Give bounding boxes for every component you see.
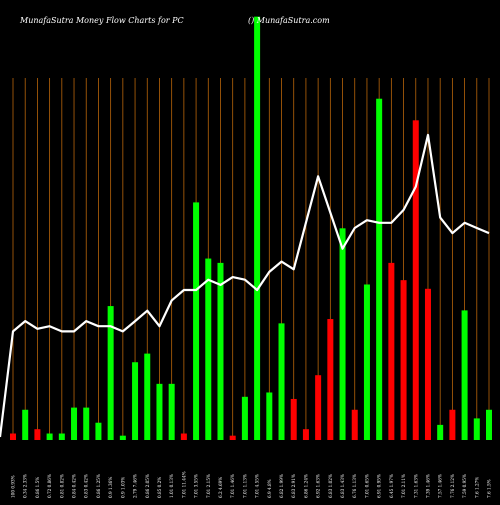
money-flow-bar xyxy=(461,310,468,440)
price-line-layer xyxy=(0,133,490,438)
money-flow-bar xyxy=(315,375,322,440)
x-tick-label: 7.01 4.55% xyxy=(255,474,260,498)
price-line xyxy=(0,133,490,438)
money-flow-bar xyxy=(34,429,41,440)
money-flow-bar xyxy=(302,429,309,440)
x-tick-label: 1.01 0.13% xyxy=(169,474,174,498)
x-tick-label: 6.83 1.02% xyxy=(328,474,333,498)
money-flow-bar xyxy=(144,353,151,440)
money-flow-bar xyxy=(339,228,346,440)
money-flow-bar xyxy=(290,398,297,440)
money-flow-bar xyxy=(168,383,175,440)
x-tick-label: 0.9 1.36% xyxy=(108,477,113,498)
money-flow-bar xyxy=(400,280,407,440)
money-flow-bar xyxy=(119,435,126,440)
money-flow-bar xyxy=(266,392,273,440)
money-flow-bar xyxy=(22,409,29,440)
x-tick-label: 0.86 1.5% xyxy=(35,477,40,498)
money-flow-bar xyxy=(449,409,456,440)
money-flow-bar xyxy=(376,98,383,440)
money-flow-bar xyxy=(193,202,200,440)
x-tick-label: 6.92 1.63% xyxy=(316,474,321,498)
x-tick-label: 6.83 1.43% xyxy=(340,474,345,498)
money-flow-bar xyxy=(327,319,334,440)
x-tick-label: 0.81 0.82% xyxy=(59,474,64,498)
x-tick-label: 7.01 1.46% xyxy=(230,474,235,498)
x-tick-label: 7.6 1.5% xyxy=(487,479,492,498)
x-tick-label: 7.01 0.65% xyxy=(364,474,369,498)
money-flow-bar xyxy=(10,433,16,440)
money-flow-bar xyxy=(424,288,431,440)
money-flow-bar xyxy=(156,383,163,440)
x-tick-label: 7.31 1.63% xyxy=(413,474,418,498)
money-flow-bar xyxy=(180,433,187,440)
x-tick-label: 0.84 0.42% xyxy=(72,474,77,498)
x-tick-label: 6.82 1.99% xyxy=(279,474,284,498)
x-tick-label: 7.01 1.13% xyxy=(242,474,247,498)
x-tick-label: 6.45 1.97% xyxy=(389,474,394,498)
money-flow-bar xyxy=(351,409,358,440)
money-flow-bar xyxy=(132,362,139,440)
money-flow-bar xyxy=(388,262,395,440)
money-flow-bar xyxy=(71,407,78,440)
x-tick-label: 7.01 2.15% xyxy=(206,474,211,498)
x-tick-label: 7.39 1.46% xyxy=(425,474,430,498)
money-flow-bars xyxy=(10,16,492,440)
money-flow-bar xyxy=(473,418,480,440)
money-flow-bar xyxy=(46,433,53,440)
money-flow-bar xyxy=(254,16,261,440)
money-flow-bar xyxy=(437,424,444,440)
chart-title: MunafaSutra Money Flow Charts for PC xyxy=(19,16,184,25)
money-flow-bar xyxy=(412,120,419,440)
money-flow-bar xyxy=(95,422,102,440)
money-flow-bar xyxy=(229,435,236,440)
x-tick-label: 6.9 4.8% xyxy=(267,479,272,498)
x-tick-label: 6.86 1.24% xyxy=(303,474,308,498)
x-tick-label: 7.01 11.44% xyxy=(181,471,186,498)
x-tick-label: 7.59 0.95% xyxy=(462,474,467,498)
x-tick-label: 7.01 3.55% xyxy=(194,474,199,498)
x-tick-label: 7.57 1.46% xyxy=(438,474,443,498)
money-flow-bar xyxy=(486,409,492,440)
x-tick-label: 7.01 2.11% xyxy=(401,474,406,498)
x-tick-label: 6.76 1.13% xyxy=(352,474,357,498)
x-tick-label: 6.2 4.69% xyxy=(218,477,223,498)
money-flow-bar xyxy=(58,433,65,440)
x-tick-label: 0.85 0.2% xyxy=(157,477,162,498)
x-tick-label: 7.6 1.27% xyxy=(474,477,479,498)
x-tick-label: 0.34 2.33% xyxy=(23,474,28,498)
x-tick-label: 0.83 0.42% xyxy=(84,474,89,498)
money-flow-bar xyxy=(107,306,114,440)
money-flow-bar xyxy=(217,262,224,440)
x-tick-label: 0.86 2.05% xyxy=(145,474,150,498)
x-tick-label: 0.72 0.86% xyxy=(47,474,52,498)
money-flow-bar xyxy=(363,284,370,440)
x-tick-label: 0.86 1.25% xyxy=(96,474,101,498)
brand-watermark: () MunafaSutra.com xyxy=(248,16,330,25)
x-tick-label: 6.91 0.95% xyxy=(377,474,382,498)
x-tick-label: 100 0.93% xyxy=(11,475,16,498)
money-flow-bar xyxy=(83,407,90,440)
money-flow-bar xyxy=(205,258,212,440)
x-tick-label: 7.76 2.12% xyxy=(450,474,455,498)
money-flow-bar xyxy=(241,396,248,440)
x-tick-labels: 100 0.93% 0.34 2.33% 0.86 1.5% 0.72 0.86% 0.… xyxy=(11,471,492,498)
x-tick-label: 2.79 7.46% xyxy=(133,474,138,498)
money-flow-bar xyxy=(278,323,285,440)
x-tick-label: 0.9 1.03% xyxy=(120,477,125,498)
x-tick-label: 6.83 2.91% xyxy=(291,474,296,498)
